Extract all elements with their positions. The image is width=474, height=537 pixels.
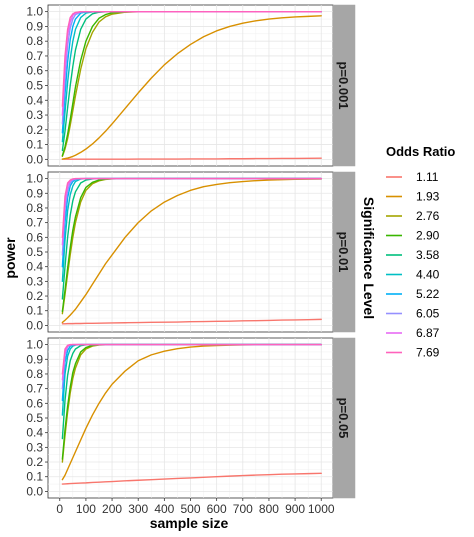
legend-item-7.69: 7.69 bbox=[386, 346, 440, 360]
y-tick-label: 1.0 bbox=[26, 5, 43, 19]
y-tick-label: 0.6 bbox=[26, 230, 43, 244]
y-tick-label: 0.0 bbox=[26, 152, 43, 166]
series-line-1.11 bbox=[61, 472, 322, 485]
legend-item-1.11: 1.11 bbox=[386, 170, 439, 184]
x-tick-label: 100 bbox=[76, 502, 96, 516]
x-tick-label: 200 bbox=[102, 502, 122, 516]
y-tick-label: 0.9 bbox=[26, 186, 43, 200]
legend-item-3.58: 3.58 bbox=[386, 248, 440, 262]
facet-strip bbox=[332, 337, 356, 499]
facet-strip bbox=[332, 4, 356, 167]
x-tick-label: 1000 bbox=[308, 502, 335, 516]
legend-label: 1.11 bbox=[416, 170, 439, 184]
y-tick-label: 0.6 bbox=[26, 396, 43, 410]
legend-label: 6.87 bbox=[416, 326, 440, 340]
y-axis-title: power bbox=[2, 237, 18, 279]
y-tick-label: 0.3 bbox=[26, 440, 43, 454]
facet-strip-label: p=0.05 bbox=[336, 398, 351, 439]
legend-item-5.22: 5.22 bbox=[386, 287, 440, 301]
legend: Odds Ratio 1.11 1.93 2.76 2.90 3.58 4.40 5.22 6… bbox=[386, 144, 455, 360]
y-tick-label: 0.4 bbox=[26, 426, 43, 440]
facet-strip bbox=[332, 171, 356, 333]
series-line-1.93 bbox=[61, 178, 322, 324]
x-tick-label: 800 bbox=[259, 502, 279, 516]
legend-label: 7.69 bbox=[416, 346, 440, 360]
series-line-7.69 bbox=[61, 177, 322, 239]
y-tick-label: 0.6 bbox=[26, 64, 43, 78]
series-line-7.69 bbox=[61, 343, 322, 375]
legend-item-6.87: 6.87 bbox=[386, 326, 440, 340]
y-tick-label: 0.5 bbox=[26, 245, 43, 259]
y-tick-label: 0.8 bbox=[26, 367, 43, 381]
facet-strip-label: p=0.001 bbox=[336, 61, 351, 109]
legend-item-4.40: 4.40 bbox=[386, 268, 440, 282]
legend-item-2.90: 2.90 bbox=[386, 229, 440, 243]
y-tick-label: 0.7 bbox=[26, 382, 43, 396]
series-line-1.93 bbox=[61, 15, 322, 160]
y-tick-label: 0.8 bbox=[26, 201, 43, 215]
series-line-7.69 bbox=[61, 10, 322, 107]
legend-item-6.05: 6.05 bbox=[386, 307, 440, 321]
panel-p=0.01: 0.00.10.20.30.40.50.60.70.80.91.0 p=0.01 bbox=[26, 171, 356, 333]
y-tick-label: 0.4 bbox=[26, 93, 43, 107]
legend-label: 2.90 bbox=[416, 229, 440, 243]
axes-layer: 0 100 200 300 400 500 600 700 800 900 1000 bbox=[56, 498, 335, 516]
panel-p=0.05: 0.00.10.20.30.40.50.60.70.80.91.0 p=0.05 bbox=[26, 337, 356, 499]
y-tick-label: 0.8 bbox=[26, 34, 43, 48]
legend-label: 1.93 bbox=[416, 190, 440, 204]
y-tick-label: 0.4 bbox=[26, 260, 43, 274]
legend-item-1.93: 1.93 bbox=[386, 190, 440, 204]
panels-layer: 0.00.10.20.30.40.50.60.70.80.91.0p=0.001… bbox=[26, 4, 356, 499]
y-tick-label: 0.2 bbox=[26, 289, 43, 303]
y-tick-label: 0.9 bbox=[26, 19, 43, 33]
y-tick-label: 0.9 bbox=[26, 352, 43, 366]
y-tick-label: 0.5 bbox=[26, 411, 43, 425]
y-tick-label: 0.3 bbox=[26, 108, 43, 122]
legend-entries: 1.11 1.93 2.76 2.90 3.58 4.40 5.22 6.05 6.87 7.69 bbox=[386, 170, 440, 360]
y-tick-label: 0.2 bbox=[26, 123, 43, 137]
legend-label: 4.40 bbox=[416, 268, 440, 282]
facet-strip-label: p=0.01 bbox=[336, 232, 351, 273]
y-tick-label: 0.0 bbox=[26, 318, 43, 332]
y-tick-label: 0.7 bbox=[26, 216, 43, 230]
y-tick-label: 1.0 bbox=[26, 338, 43, 352]
legend-item-2.76: 2.76 bbox=[386, 209, 440, 223]
facet-title: Significance Level bbox=[361, 197, 377, 319]
x-tick-label: 700 bbox=[233, 502, 253, 516]
legend-label: 6.05 bbox=[416, 307, 440, 321]
x-tick-label: 400 bbox=[154, 502, 174, 516]
series-line-1.11 bbox=[61, 157, 322, 160]
legend-label: 5.22 bbox=[416, 287, 440, 301]
x-tick-label: 600 bbox=[207, 502, 227, 516]
x-tick-label: 300 bbox=[128, 502, 148, 516]
y-tick-label: 0.1 bbox=[26, 304, 43, 318]
y-tick-label: 0.0 bbox=[26, 484, 43, 498]
legend-label: 3.58 bbox=[416, 248, 440, 262]
y-tick-label: 0.7 bbox=[26, 49, 43, 63]
y-tick-label: 0.1 bbox=[26, 138, 43, 152]
panel-p=0.001: 0.00.10.20.30.40.50.60.70.80.91.0 p=0.001 bbox=[26, 4, 356, 167]
series-line-1.11 bbox=[61, 318, 322, 325]
y-tick-label: 0.2 bbox=[26, 455, 43, 469]
legend-label: 2.76 bbox=[416, 209, 440, 223]
y-tick-label: 0.5 bbox=[26, 79, 43, 93]
x-tick-label: 0 bbox=[56, 502, 63, 516]
y-tick-label: 0.3 bbox=[26, 274, 43, 288]
x-tick-label: 900 bbox=[285, 502, 305, 516]
y-tick-label: 1.0 bbox=[26, 172, 43, 186]
x-tick-label: 500 bbox=[180, 502, 200, 516]
x-axis-title: sample size bbox=[150, 515, 229, 531]
legend-title: Odds Ratio bbox=[386, 144, 455, 159]
y-tick-label: 0.1 bbox=[26, 470, 43, 484]
